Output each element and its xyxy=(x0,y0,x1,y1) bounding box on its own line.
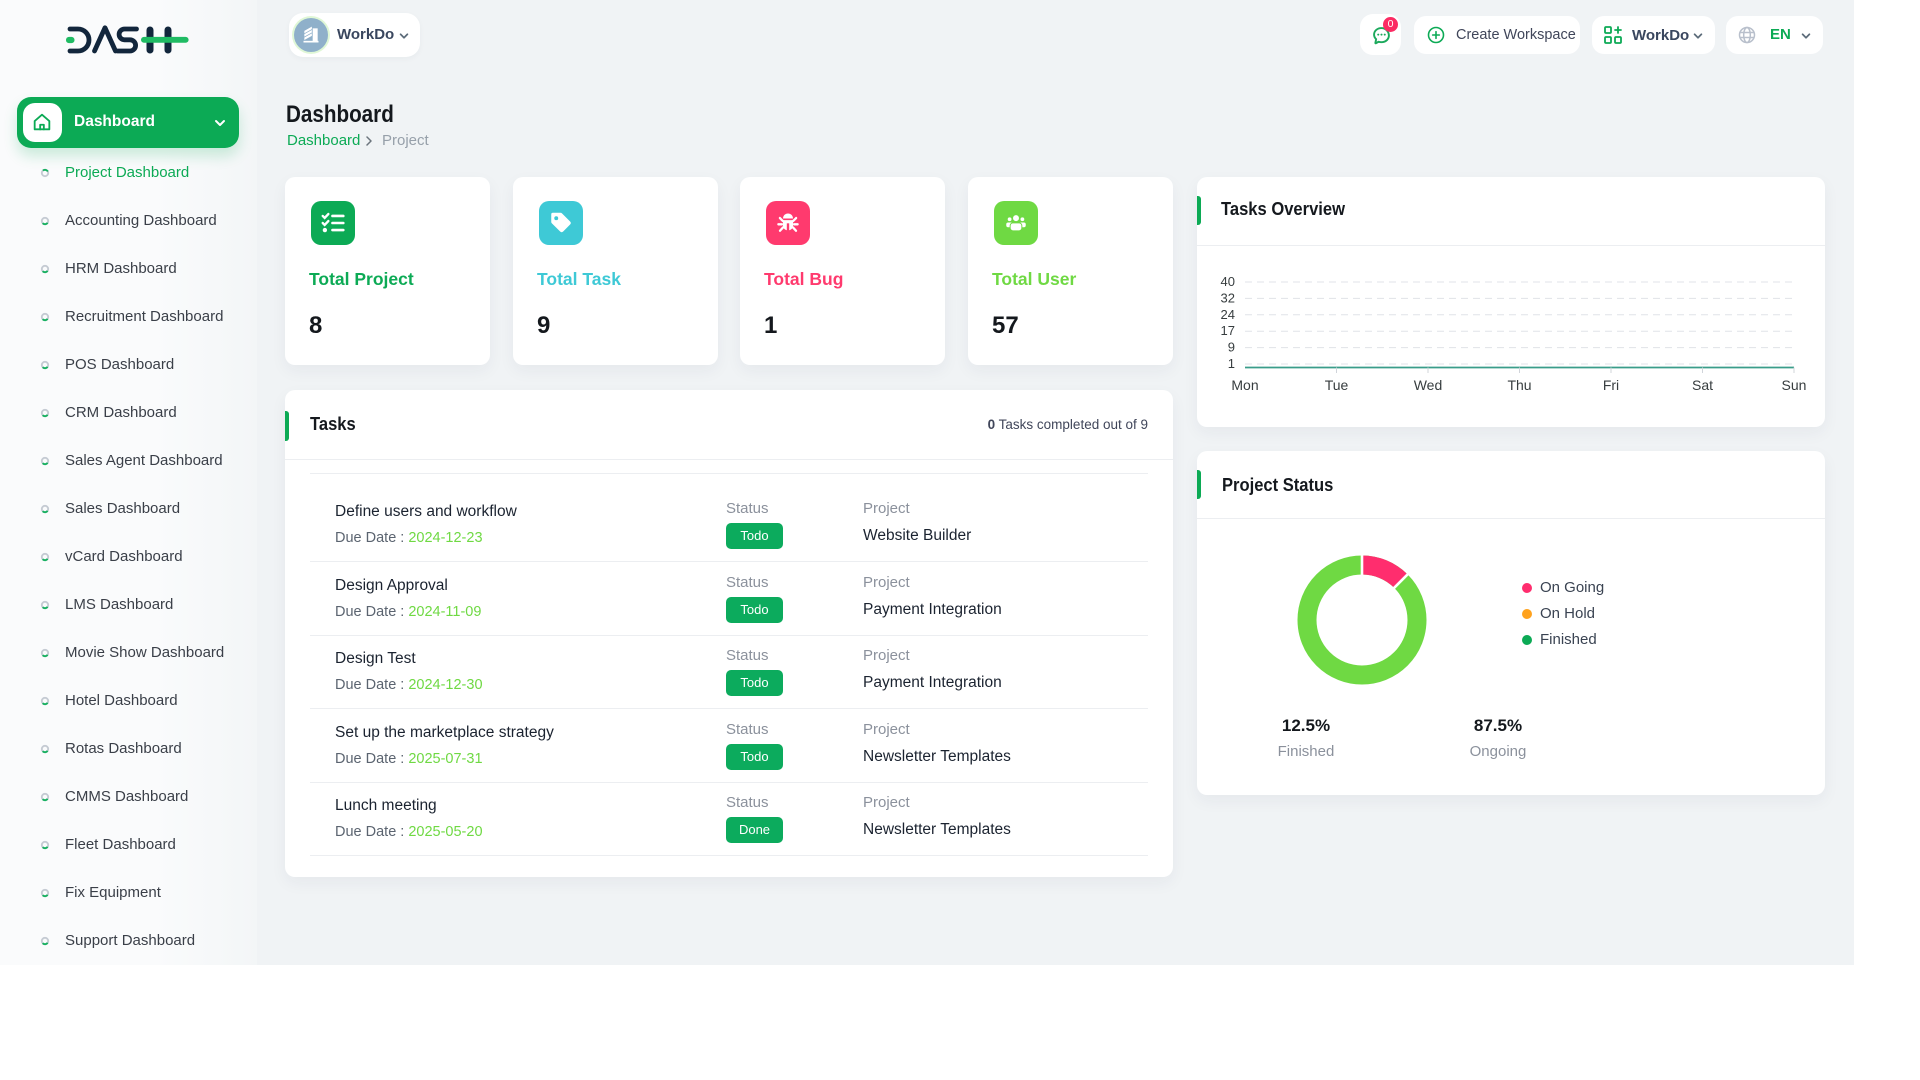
svg-text:32: 32 xyxy=(1221,290,1235,305)
svg-text:Tue: Tue xyxy=(1325,377,1349,393)
svg-text:17: 17 xyxy=(1221,323,1235,338)
svg-text:24: 24 xyxy=(1221,307,1235,322)
svg-text:Sun: Sun xyxy=(1782,377,1807,393)
svg-text:Sat: Sat xyxy=(1692,377,1713,393)
svg-text:Wed: Wed xyxy=(1414,377,1443,393)
svg-text:Fri: Fri xyxy=(1603,377,1619,393)
svg-text:Thu: Thu xyxy=(1507,377,1531,393)
svg-text:40: 40 xyxy=(1221,274,1235,289)
svg-text:9: 9 xyxy=(1228,340,1235,355)
svg-text:1: 1 xyxy=(1228,356,1235,371)
svg-text:Mon: Mon xyxy=(1231,377,1258,393)
